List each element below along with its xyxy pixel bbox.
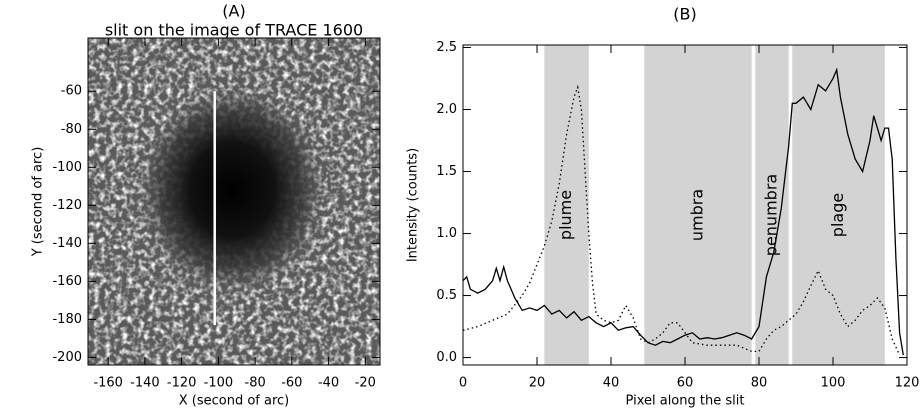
- y-tick-label: 2.5: [436, 40, 457, 55]
- y-tick-label: -180: [52, 312, 82, 327]
- y-tick-label: -140: [52, 236, 82, 251]
- x-tick-label: -80: [245, 376, 266, 391]
- panel-title: (A): [222, 2, 245, 21]
- x-tick-label: 60: [677, 376, 694, 391]
- y-tick-label: 0.0: [436, 350, 457, 365]
- panel-subtitle: slit on the image of TRACE 1600: [105, 21, 363, 40]
- x-tick-label: -140: [130, 376, 160, 391]
- y-axis-label: Intensity (counts): [406, 148, 421, 262]
- y-tick-label: -120: [52, 198, 82, 213]
- frame: [87, 37, 381, 366]
- x-tick-label: -120: [167, 376, 197, 391]
- y-tick-label: -200: [52, 350, 82, 365]
- region-label: umbra: [687, 189, 706, 241]
- x-tick-label: 20: [529, 376, 546, 391]
- y-tick-label: 2.0: [436, 102, 457, 117]
- region: [644, 45, 752, 365]
- x-tick-label: -160: [93, 376, 123, 391]
- y-tick-label: 1.0: [436, 226, 457, 241]
- x-tick-label: -40: [318, 376, 339, 391]
- sunspot: [137, 85, 327, 295]
- x-axis-label: Pixel along the slit: [626, 394, 745, 409]
- x-axis-label: X (second of arc): [179, 394, 290, 409]
- region-label: penumbra: [761, 174, 780, 256]
- y-tick-label: -100: [52, 160, 82, 175]
- region-label: plage: [828, 193, 847, 237]
- y-tick-label: -60: [61, 84, 82, 99]
- region-label: plume: [556, 190, 575, 240]
- y-tick-label: -80: [61, 122, 82, 137]
- y-tick-label: 0.5: [436, 288, 457, 303]
- line-series: [462, 84, 901, 356]
- line-series: [462, 67, 904, 356]
- y-axis-label: Y (second of arc): [31, 147, 46, 258]
- region: [544, 45, 589, 365]
- x-tick-label: 40: [603, 376, 620, 391]
- x-tick-label: -60: [281, 376, 302, 391]
- x-tick-label: 100: [821, 376, 846, 391]
- y-tick-label: 1.5: [436, 164, 457, 179]
- x-tick-label: -100: [204, 376, 234, 391]
- y-tick-label: -160: [52, 274, 82, 289]
- x-tick-label: 80: [751, 376, 768, 391]
- frame: [462, 44, 908, 366]
- region: [792, 45, 885, 365]
- x-tick-label: 120: [895, 376, 920, 391]
- x-tick-label: 0: [459, 376, 467, 391]
- panel-title: (B): [673, 5, 696, 24]
- x-tick-label: -20: [355, 376, 376, 391]
